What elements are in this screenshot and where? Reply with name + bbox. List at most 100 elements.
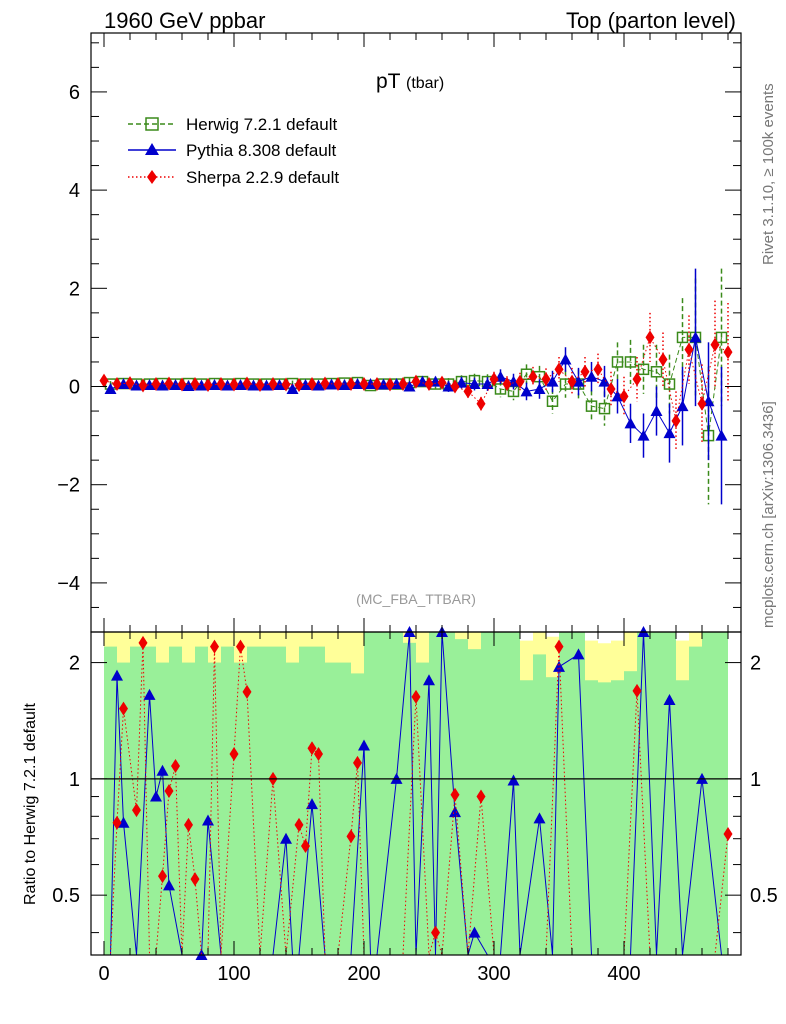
data-point [203, 378, 213, 393]
ratio-point [158, 869, 167, 884]
y-tick-label: 0 [69, 377, 80, 399]
data-point [710, 337, 720, 352]
ratio-point [632, 683, 642, 698]
data-point [104, 382, 117, 394]
legend-label-herwig: Herwig 7.2.1 default [186, 115, 337, 134]
data-point [489, 372, 499, 387]
ratio-point [301, 839, 310, 854]
ratio-point [119, 701, 128, 716]
data-point [463, 384, 473, 399]
ratio-band-green [351, 673, 364, 955]
ratio-point [307, 741, 317, 756]
legend-label-pythia: Pythia 8.308 default [186, 141, 337, 160]
data-point [632, 372, 642, 387]
data-point [541, 372, 551, 387]
main-data-series [99, 268, 733, 505]
x-tick-label: 0 [98, 963, 109, 985]
data-point [286, 382, 299, 394]
axis-ticks [91, 33, 741, 955]
ratio-point [358, 739, 370, 751]
ratio-point [229, 746, 239, 761]
data-point [164, 376, 174, 391]
ratio-band-green [663, 632, 676, 955]
ratio-band-green [325, 662, 338, 955]
data-point [307, 377, 317, 392]
data-point [411, 374, 421, 389]
data-point [611, 390, 624, 402]
data-point [294, 378, 304, 393]
ratio-uncertainty-bands [104, 632, 728, 955]
data-point [398, 377, 408, 392]
ratio-point [111, 669, 123, 681]
data-point [502, 377, 512, 392]
ratio-band-green [104, 646, 117, 955]
ratio-point [210, 639, 219, 654]
ratio-point [476, 789, 486, 804]
ratio-band-green [156, 662, 169, 955]
ratio-band-green [234, 662, 247, 955]
ratio-band-green [286, 662, 299, 955]
ratio-point [450, 787, 460, 802]
data-point [403, 380, 416, 392]
data-point [281, 377, 291, 392]
ratio-point [163, 879, 175, 891]
ratio-point [411, 689, 421, 704]
legend-entry-pythia: Pythia 8.308 default [128, 141, 337, 160]
data-point [312, 379, 325, 391]
ratio-y-tick-label: 1 [69, 769, 80, 791]
data-point [650, 366, 663, 378]
data-point [182, 380, 195, 392]
data-point [546, 375, 559, 387]
ratio-band-green [689, 646, 702, 955]
data-point [645, 330, 655, 345]
ratio-point [190, 872, 200, 887]
data-point [359, 377, 369, 392]
data-point [598, 402, 611, 415]
data-point [572, 375, 585, 387]
data-point [606, 381, 616, 396]
ratio-y-tick-label-right: 1 [750, 769, 761, 791]
data-point [658, 352, 668, 367]
data-point [580, 364, 590, 379]
ratio-band-green [455, 639, 468, 955]
data-point [125, 376, 135, 391]
ratio-band-green [572, 632, 585, 955]
ratio-band-green [221, 646, 234, 955]
ratio-point [236, 639, 245, 654]
ratio-point [164, 784, 174, 799]
data-point [567, 374, 577, 389]
ratio-band-green [481, 632, 494, 955]
ratio-point [171, 758, 180, 773]
ratio-point [156, 764, 169, 776]
data-point [138, 378, 148, 393]
ratio-band-green [546, 677, 559, 955]
data-point [676, 331, 689, 344]
data-point [723, 345, 733, 360]
data-point [559, 353, 572, 365]
ratio-point [346, 829, 356, 844]
ratio-band-green [442, 632, 455, 955]
ratio-band-green [143, 646, 156, 955]
ratio-point [112, 815, 122, 830]
ratio-y-tick-label-right: 0.5 [750, 885, 778, 907]
y-tick-label: −4 [57, 573, 80, 595]
ratio-band-green [585, 680, 598, 955]
data-point [715, 331, 728, 344]
ratio-data-series [104, 626, 733, 960]
data-point [442, 380, 455, 392]
data-point [624, 356, 637, 368]
data-point [624, 417, 637, 429]
ratio-point [468, 926, 481, 938]
data-point [268, 377, 278, 392]
ratio-point [723, 826, 733, 841]
data-point [684, 342, 694, 357]
data-point [112, 377, 122, 392]
ratio-point [554, 639, 564, 654]
data-point [320, 376, 330, 391]
ratio-band-green [650, 632, 663, 955]
ratio-band-green [468, 649, 481, 955]
ratio-point [314, 746, 323, 761]
data-point [390, 378, 403, 390]
data-point [546, 395, 559, 407]
